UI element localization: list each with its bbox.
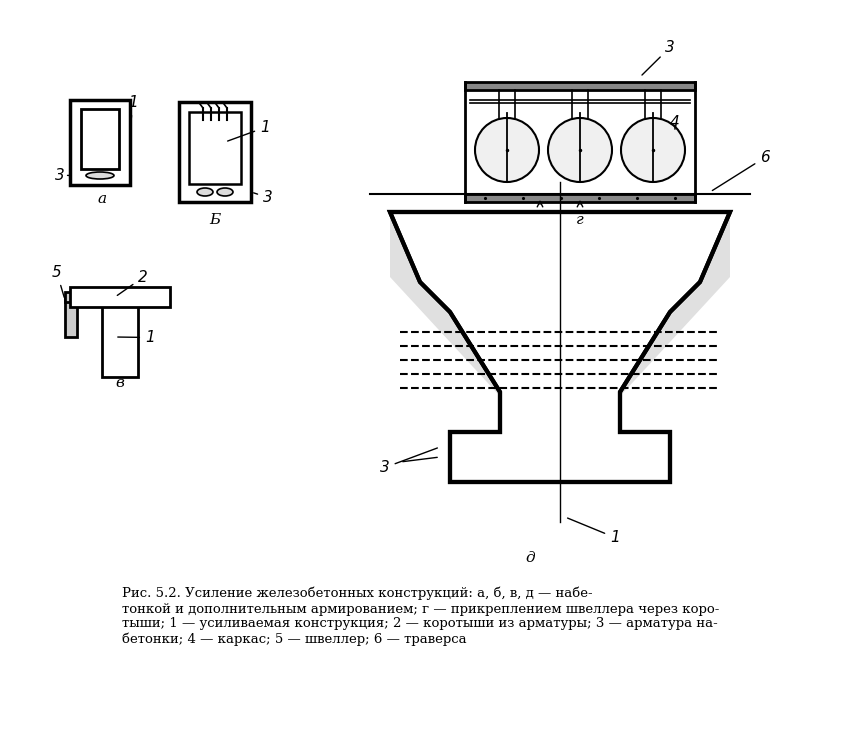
Text: Рис. 5.2. Усиление железобетонных конструкций: а, б, в, д — набе-
тонкой и допол: Рис. 5.2. Усиление железобетонных констр… bbox=[122, 587, 720, 646]
Ellipse shape bbox=[197, 188, 213, 196]
Polygon shape bbox=[450, 432, 500, 482]
Ellipse shape bbox=[86, 172, 114, 179]
Bar bbox=[465, 82, 695, 90]
Circle shape bbox=[548, 118, 612, 182]
Text: 3: 3 bbox=[642, 40, 674, 75]
Text: а: а bbox=[98, 191, 107, 206]
Text: 5: 5 bbox=[52, 265, 64, 298]
Bar bbox=[81, 109, 119, 169]
Text: 3: 3 bbox=[380, 448, 437, 475]
Bar bbox=[70, 287, 170, 307]
Text: 1: 1 bbox=[128, 95, 138, 129]
Text: д: д bbox=[525, 551, 535, 565]
Circle shape bbox=[621, 118, 685, 182]
Bar bbox=[465, 194, 695, 202]
Bar bbox=[70, 99, 130, 185]
Ellipse shape bbox=[217, 188, 233, 196]
Text: 3: 3 bbox=[253, 190, 273, 205]
Bar bbox=[179, 102, 251, 202]
Text: 2: 2 bbox=[117, 270, 147, 295]
Bar bbox=[65, 292, 125, 302]
Text: 4: 4 bbox=[670, 115, 679, 130]
Polygon shape bbox=[620, 432, 670, 482]
Polygon shape bbox=[390, 214, 498, 394]
Bar bbox=[102, 302, 138, 377]
Text: 3: 3 bbox=[55, 168, 70, 183]
Text: 6: 6 bbox=[712, 150, 770, 191]
Polygon shape bbox=[390, 212, 730, 482]
Text: 1: 1 bbox=[568, 518, 620, 545]
Bar bbox=[189, 112, 241, 184]
Polygon shape bbox=[622, 214, 730, 394]
Text: 1: 1 bbox=[227, 120, 269, 141]
Text: г: г bbox=[576, 213, 584, 227]
Text: в: в bbox=[115, 376, 125, 390]
Text: Б: Б bbox=[210, 213, 221, 227]
Bar bbox=[65, 297, 77, 337]
Circle shape bbox=[475, 118, 539, 182]
Text: 1: 1 bbox=[118, 330, 155, 345]
